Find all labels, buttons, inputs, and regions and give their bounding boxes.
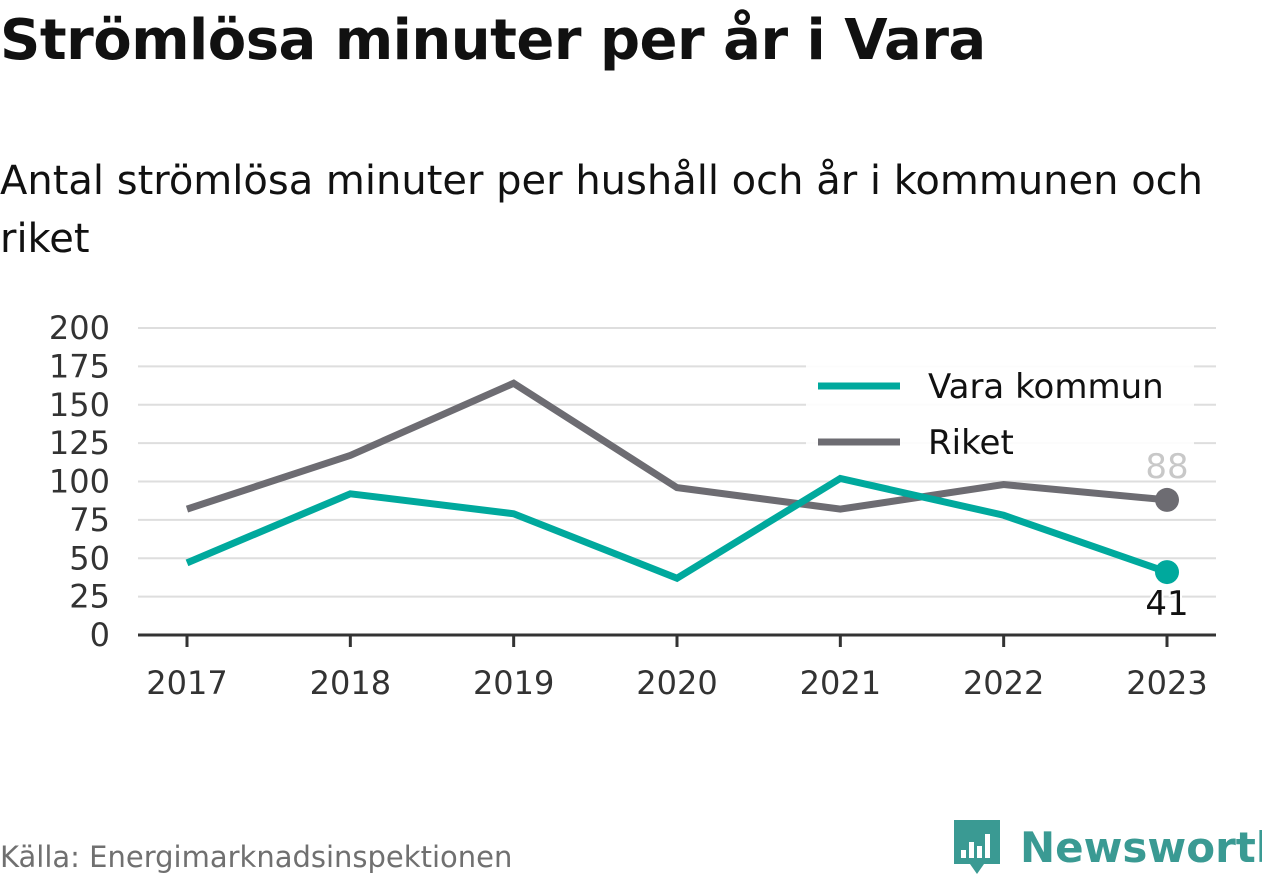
legend-label-riket: Riket [928,423,1014,463]
newsworthy-logo: Newsworthy [952,818,1262,876]
x-axis-ticks: 2017 2018 2019 2020 2021 2022 2023 [146,635,1208,702]
x-tick-label: 2022 [963,664,1044,702]
x-tick-label: 2020 [636,664,717,702]
y-tick-label: 125 [49,424,110,462]
y-tick-label: 200 [49,309,110,347]
end-label-riket: 88 [1145,447,1188,487]
chart-subtitle: Antal strömlösa minuter per hushåll och … [0,158,1204,262]
end-markers: 88 41 [1143,445,1190,626]
y-tick-label: 50 [69,539,110,577]
source-note: Källa: Energimarknadsinspektionen [0,840,513,874]
x-tick-label: 2023 [1126,664,1207,702]
legend-background [806,360,1194,472]
series-line-riket [185,379,1168,513]
y-tick-label: 175 [49,347,110,385]
grid-lines [138,327,1216,598]
y-tick-label: 75 [69,501,110,539]
end-label-vara: 41 [1145,584,1188,624]
x-tick-label: 2019 [473,664,554,702]
legend: Vara kommun Riket [806,360,1194,472]
newsworthy-logo-icon [954,820,1000,874]
x-tick-label: 2018 [310,664,391,702]
y-tick-label: 150 [49,386,110,424]
chart-title: Strömlösa minuter per år i Vara [0,8,986,73]
x-tick-label: 2017 [146,664,227,702]
newsworthy-logo-text: Newsworthy [1020,822,1262,872]
y-tick-label: 25 [69,578,110,616]
series-lines [185,379,1169,583]
legend-label-vara: Vara kommun [928,367,1164,407]
y-tick-label: 100 [49,463,110,501]
y-tick-label: 0 [90,616,110,654]
end-marker-vara [1155,560,1179,585]
x-tick-label: 2021 [800,664,881,702]
end-marker-riket [1155,487,1179,512]
series-line-vara [185,474,1169,583]
